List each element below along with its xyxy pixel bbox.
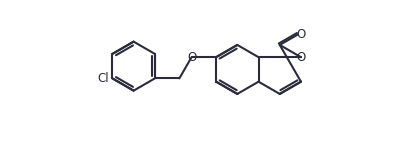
Text: O: O — [296, 28, 305, 41]
Text: O: O — [186, 51, 196, 64]
Text: O: O — [296, 51, 305, 64]
Text: Cl: Cl — [97, 72, 109, 85]
